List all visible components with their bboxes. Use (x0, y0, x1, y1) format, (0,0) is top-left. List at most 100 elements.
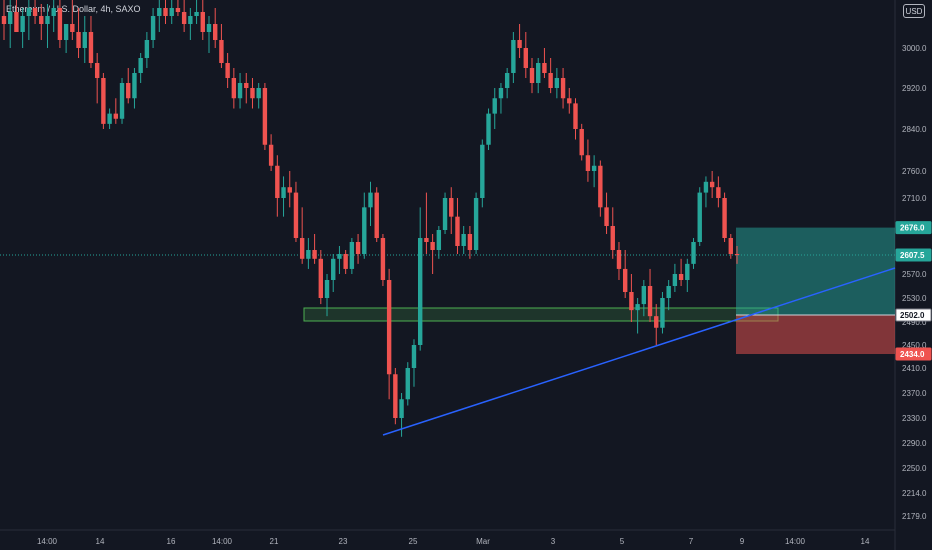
candle-body (368, 192, 373, 208)
price-tick-label: 2450.0 (902, 341, 927, 350)
candle-body (107, 113, 112, 124)
candle-body (1, 16, 7, 24)
take-profit-tag: 2676.0 (900, 224, 925, 233)
candle-body (324, 280, 330, 298)
candle-body (393, 374, 398, 418)
candle-body (567, 98, 572, 104)
time-tick-label: 23 (339, 537, 348, 546)
candle-body (722, 198, 727, 238)
candle-body (585, 155, 591, 171)
candle-body (268, 144, 274, 166)
time-tick-label: 7 (689, 537, 694, 546)
candle-body (455, 216, 460, 246)
candle-body (529, 68, 535, 83)
time-tick-label: 16 (167, 537, 176, 546)
candle-body (467, 234, 473, 250)
candle-body (26, 8, 32, 16)
candle-body (554, 78, 560, 88)
currency-badge[interactable]: USD (903, 4, 925, 18)
take-profit-zone[interactable] (736, 227, 895, 315)
candle-body (312, 250, 317, 259)
candle-body (430, 242, 435, 250)
time-tick-label: 14 (861, 537, 870, 546)
candle-body (635, 304, 640, 311)
candle-body (492, 98, 497, 114)
candle-body (697, 192, 702, 242)
price-tick-label: 2760.0 (902, 167, 927, 176)
candle-body (523, 48, 528, 68)
candle-body (126, 83, 131, 99)
candle-body (287, 187, 292, 193)
time-tick-label: 5 (620, 537, 625, 546)
candle-body (573, 103, 578, 129)
candle-body (480, 144, 485, 198)
trendline[interactable] (382, 267, 896, 436)
candle-body (101, 78, 106, 124)
candle-body (629, 292, 634, 311)
candle-body (386, 280, 392, 375)
candle-body (150, 16, 156, 40)
candle-body (654, 316, 659, 328)
candle-body (76, 32, 81, 48)
price-tick-label: 2410.0 (902, 364, 927, 373)
price-tick-label: 2490.0 (902, 318, 927, 327)
time-tick-label: 25 (409, 537, 418, 546)
candle-body (337, 254, 342, 259)
candle-body (616, 250, 622, 269)
price-tick-label: 2840.0 (902, 125, 927, 134)
price-tick-label: 2370.0 (902, 389, 927, 398)
candle-body (231, 78, 237, 99)
candle-body (703, 181, 709, 193)
candle-body (380, 238, 386, 280)
candle-body (293, 192, 299, 238)
candle-body (299, 238, 305, 259)
candle-body (57, 8, 63, 40)
candle-body (604, 207, 609, 226)
candle-body (473, 198, 479, 250)
candle-body (306, 250, 311, 259)
time-tick-label: 14:00 (212, 537, 233, 546)
candle-body (411, 345, 417, 368)
stop-loss-tag: 2434.0 (900, 350, 925, 359)
candle-body (399, 399, 404, 418)
candle-body (560, 78, 566, 99)
candle-body (250, 88, 255, 99)
candle-body (144, 40, 150, 58)
take-profit-tag-bg (895, 221, 932, 235)
candle-body (132, 73, 137, 99)
candle-body (82, 32, 87, 48)
candle-body (113, 113, 119, 119)
time-tick-label: Mar (476, 537, 490, 546)
candle-body (262, 88, 268, 145)
stop-loss-tag-bg (895, 347, 932, 361)
candle-body (511, 40, 516, 73)
candle-body (424, 238, 429, 242)
candle-body (461, 234, 466, 246)
candle-body (709, 181, 715, 188)
candle-body (579, 129, 584, 156)
candle-body (188, 16, 193, 24)
candle-body (728, 238, 733, 254)
candle-body (641, 286, 647, 305)
candle-body (237, 83, 243, 99)
candle-body (417, 238, 423, 345)
candle-body (542, 63, 547, 73)
stop-loss-zone[interactable] (736, 315, 895, 354)
time-tick-label: 9 (740, 537, 745, 546)
support-zone[interactable] (303, 307, 779, 322)
candle-body (672, 274, 678, 286)
candle-body (685, 263, 690, 280)
candle-body (449, 198, 454, 217)
price-tick-label: 2530.0 (902, 294, 927, 303)
candle-body (163, 8, 168, 16)
entry-tag: 2502.0 (900, 311, 925, 320)
price-tick-label: 2179.0 (902, 512, 927, 521)
candle-body (20, 16, 25, 32)
candle-body (157, 8, 162, 16)
time-tick-label: 14 (96, 537, 105, 546)
candle-body (225, 63, 230, 78)
candle-body (691, 242, 696, 264)
candle-body (536, 63, 541, 83)
candle-body (256, 88, 261, 99)
